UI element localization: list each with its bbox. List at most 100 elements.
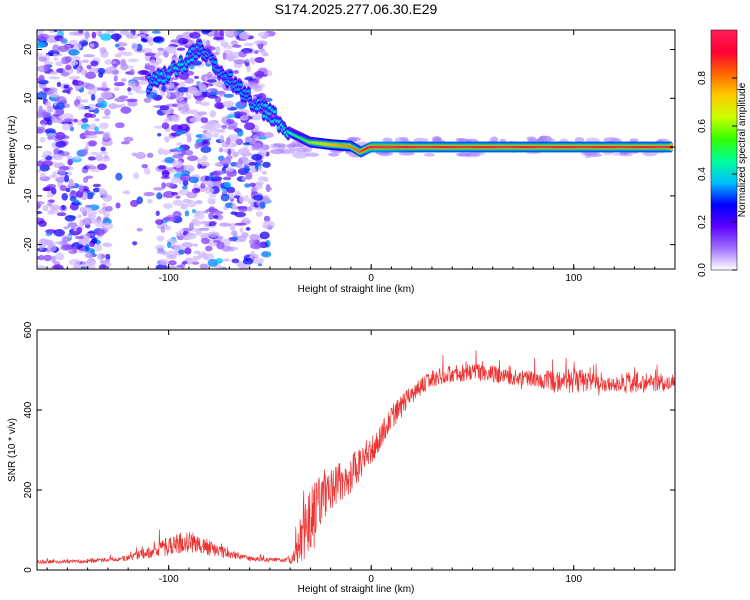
- heatmap-noise-cell: [245, 227, 251, 231]
- heatmap-noise-cell: [42, 87, 51, 92]
- heatmap-noise-cell: [175, 130, 186, 135]
- heatmap-noise-cell: [70, 190, 76, 195]
- heatmap-noise-cell: [236, 129, 244, 137]
- heatmap-noise-cell: [181, 170, 191, 177]
- heatmap-noise-cell: [199, 101, 211, 107]
- heatmap-noise-cell: [202, 180, 215, 186]
- heatmap-noise-cell: [226, 118, 235, 125]
- heatmap-noise-cell: [221, 124, 228, 130]
- heatmap-noise-cell: [78, 99, 89, 103]
- heatmap-noise-cell: [56, 96, 67, 104]
- heatmap-noise-cell: [200, 182, 206, 189]
- heatmap-noise-cell: [53, 229, 65, 237]
- heatmap-noise-cell: [131, 42, 138, 51]
- heatmap-noise-cell: [65, 187, 71, 193]
- heatmap-noise-cell: [74, 235, 86, 240]
- heatmap-noise-cell: [87, 104, 97, 111]
- heatmap-noise-cell: [194, 142, 200, 149]
- heatmap-noise-cell: [45, 132, 57, 137]
- heatmap-noise-cell: [241, 176, 247, 181]
- heatmap-noise-cell: [127, 87, 132, 92]
- heatmap-noise-cell: [188, 176, 200, 184]
- heatmap-noise-cell: [48, 174, 59, 179]
- heatmap-noise-cell: [103, 154, 110, 159]
- heatmap-noise-cell: [190, 109, 199, 115]
- heatmap-noise-cell: [78, 30, 84, 34]
- heatmap-noise-cell: [214, 90, 226, 95]
- heatmap-noise-cell: [82, 176, 89, 183]
- heatmap-noise-cell: [155, 219, 164, 225]
- heatmap-noise-cell: [131, 152, 137, 157]
- snr-panel: -100 0 100 0 200 400 600 Height of straight l…: [7, 321, 676, 595]
- heatmap-noise-cell: [186, 94, 192, 100]
- heatmap-noise-cell: [81, 59, 90, 64]
- heatmap-noise-cell: [179, 81, 186, 88]
- heatmap-noise-cell: [227, 101, 232, 109]
- heatmap-noise-cell: [213, 51, 220, 56]
- heatmap-noise-cell: [207, 95, 218, 99]
- colorbar-ticks: 0.0 0.2 0.4 0.6 0.8: [697, 71, 737, 277]
- heatmap-noise-cell: [238, 31, 251, 40]
- snr-series-line: [37, 350, 675, 565]
- heatmap-noise-cell: [96, 30, 103, 36]
- heatmap-noise-cell: [46, 194, 54, 198]
- heatmap-noise-cell: [209, 220, 217, 226]
- heatmap-noise-cell: [172, 199, 184, 206]
- heatmap-noise-cell: [177, 87, 189, 93]
- heatmap-noise-cell: [80, 68, 87, 76]
- heatmap-noise-cell: [187, 155, 199, 162]
- heatmap-noise-cell: [68, 75, 81, 80]
- heatmap-noise-cell: [88, 140, 98, 147]
- heatmap-noise-cell: [102, 133, 110, 141]
- heatmap-noise-cell: [204, 175, 210, 182]
- heatmap-halo-cell: [291, 144, 301, 148]
- heatmap-noise-cell: [53, 53, 58, 57]
- heatmap-halo-cell: [413, 137, 429, 143]
- heatmap-noise-cell: [170, 124, 182, 132]
- heatmap-noise-cell: [94, 118, 100, 122]
- heatmap-noise-cell: [201, 237, 210, 245]
- heatmap-halo-cell: [584, 152, 592, 159]
- heatmap-noise-cell: [242, 257, 254, 265]
- heatmap-noise-cell: [66, 155, 73, 160]
- heatmap-noise-cell: [263, 215, 271, 223]
- heatmap-noise-cell: [165, 115, 177, 121]
- heatmap-noise-cell: [81, 236, 91, 245]
- heatmap-noise-cell: [82, 217, 92, 226]
- heatmap-noise-cell: [60, 71, 70, 77]
- heatmap-noise-cell: [162, 110, 173, 115]
- heatmap-noise-cell: [114, 53, 123, 58]
- spectrogram-frame: [36, 29, 676, 270]
- heatmap-noise-cell: [51, 115, 57, 123]
- heatmap-noise-cell: [250, 187, 258, 192]
- heatmap-noise-cell: [146, 198, 153, 204]
- heatmap-noise-cell: [84, 112, 93, 118]
- heatmap-noise-cell: [245, 59, 251, 63]
- heatmap-noise-cell: [61, 204, 66, 211]
- heatmap-noise-cell: [208, 211, 214, 220]
- heatmap-noise-cell: [197, 111, 208, 116]
- heatmap-noise-cell: [44, 239, 54, 246]
- heatmap-noise-cell: [242, 264, 251, 269]
- heatmap-noise-cell: [99, 46, 107, 54]
- heatmap-noise-cell: [53, 30, 58, 33]
- heatmap-noise-cell: [37, 126, 46, 134]
- heatmap-noise-cell: [230, 230, 238, 236]
- heatmap-noise-cell: [105, 205, 113, 212]
- heatmap-noise-cell: [72, 246, 78, 253]
- snr-y-label: SNR (10 * v/v): [7, 418, 18, 482]
- heatmap-noise-cell: [262, 132, 274, 139]
- heatmap-noise-cell: [239, 227, 244, 233]
- heatmap-noise-cell: [62, 123, 71, 131]
- colorbar-tick-label: 0.6: [697, 119, 708, 133]
- heatmap-noise-cell: [131, 84, 142, 92]
- heatmap-noise-cell: [194, 100, 202, 104]
- spectrogram-x-ticks: -100 0 100: [46, 30, 676, 284]
- heatmap-noise-cell: [261, 171, 267, 175]
- heatmap-noise-cell: [86, 64, 92, 70]
- heatmap-noise-cell: [197, 163, 202, 169]
- heatmap-noise-cell: [37, 52, 44, 58]
- heatmap-noise-cell: [38, 105, 43, 113]
- heatmap-noise-cell: [257, 32, 270, 37]
- heatmap-noise-cell: [174, 147, 184, 151]
